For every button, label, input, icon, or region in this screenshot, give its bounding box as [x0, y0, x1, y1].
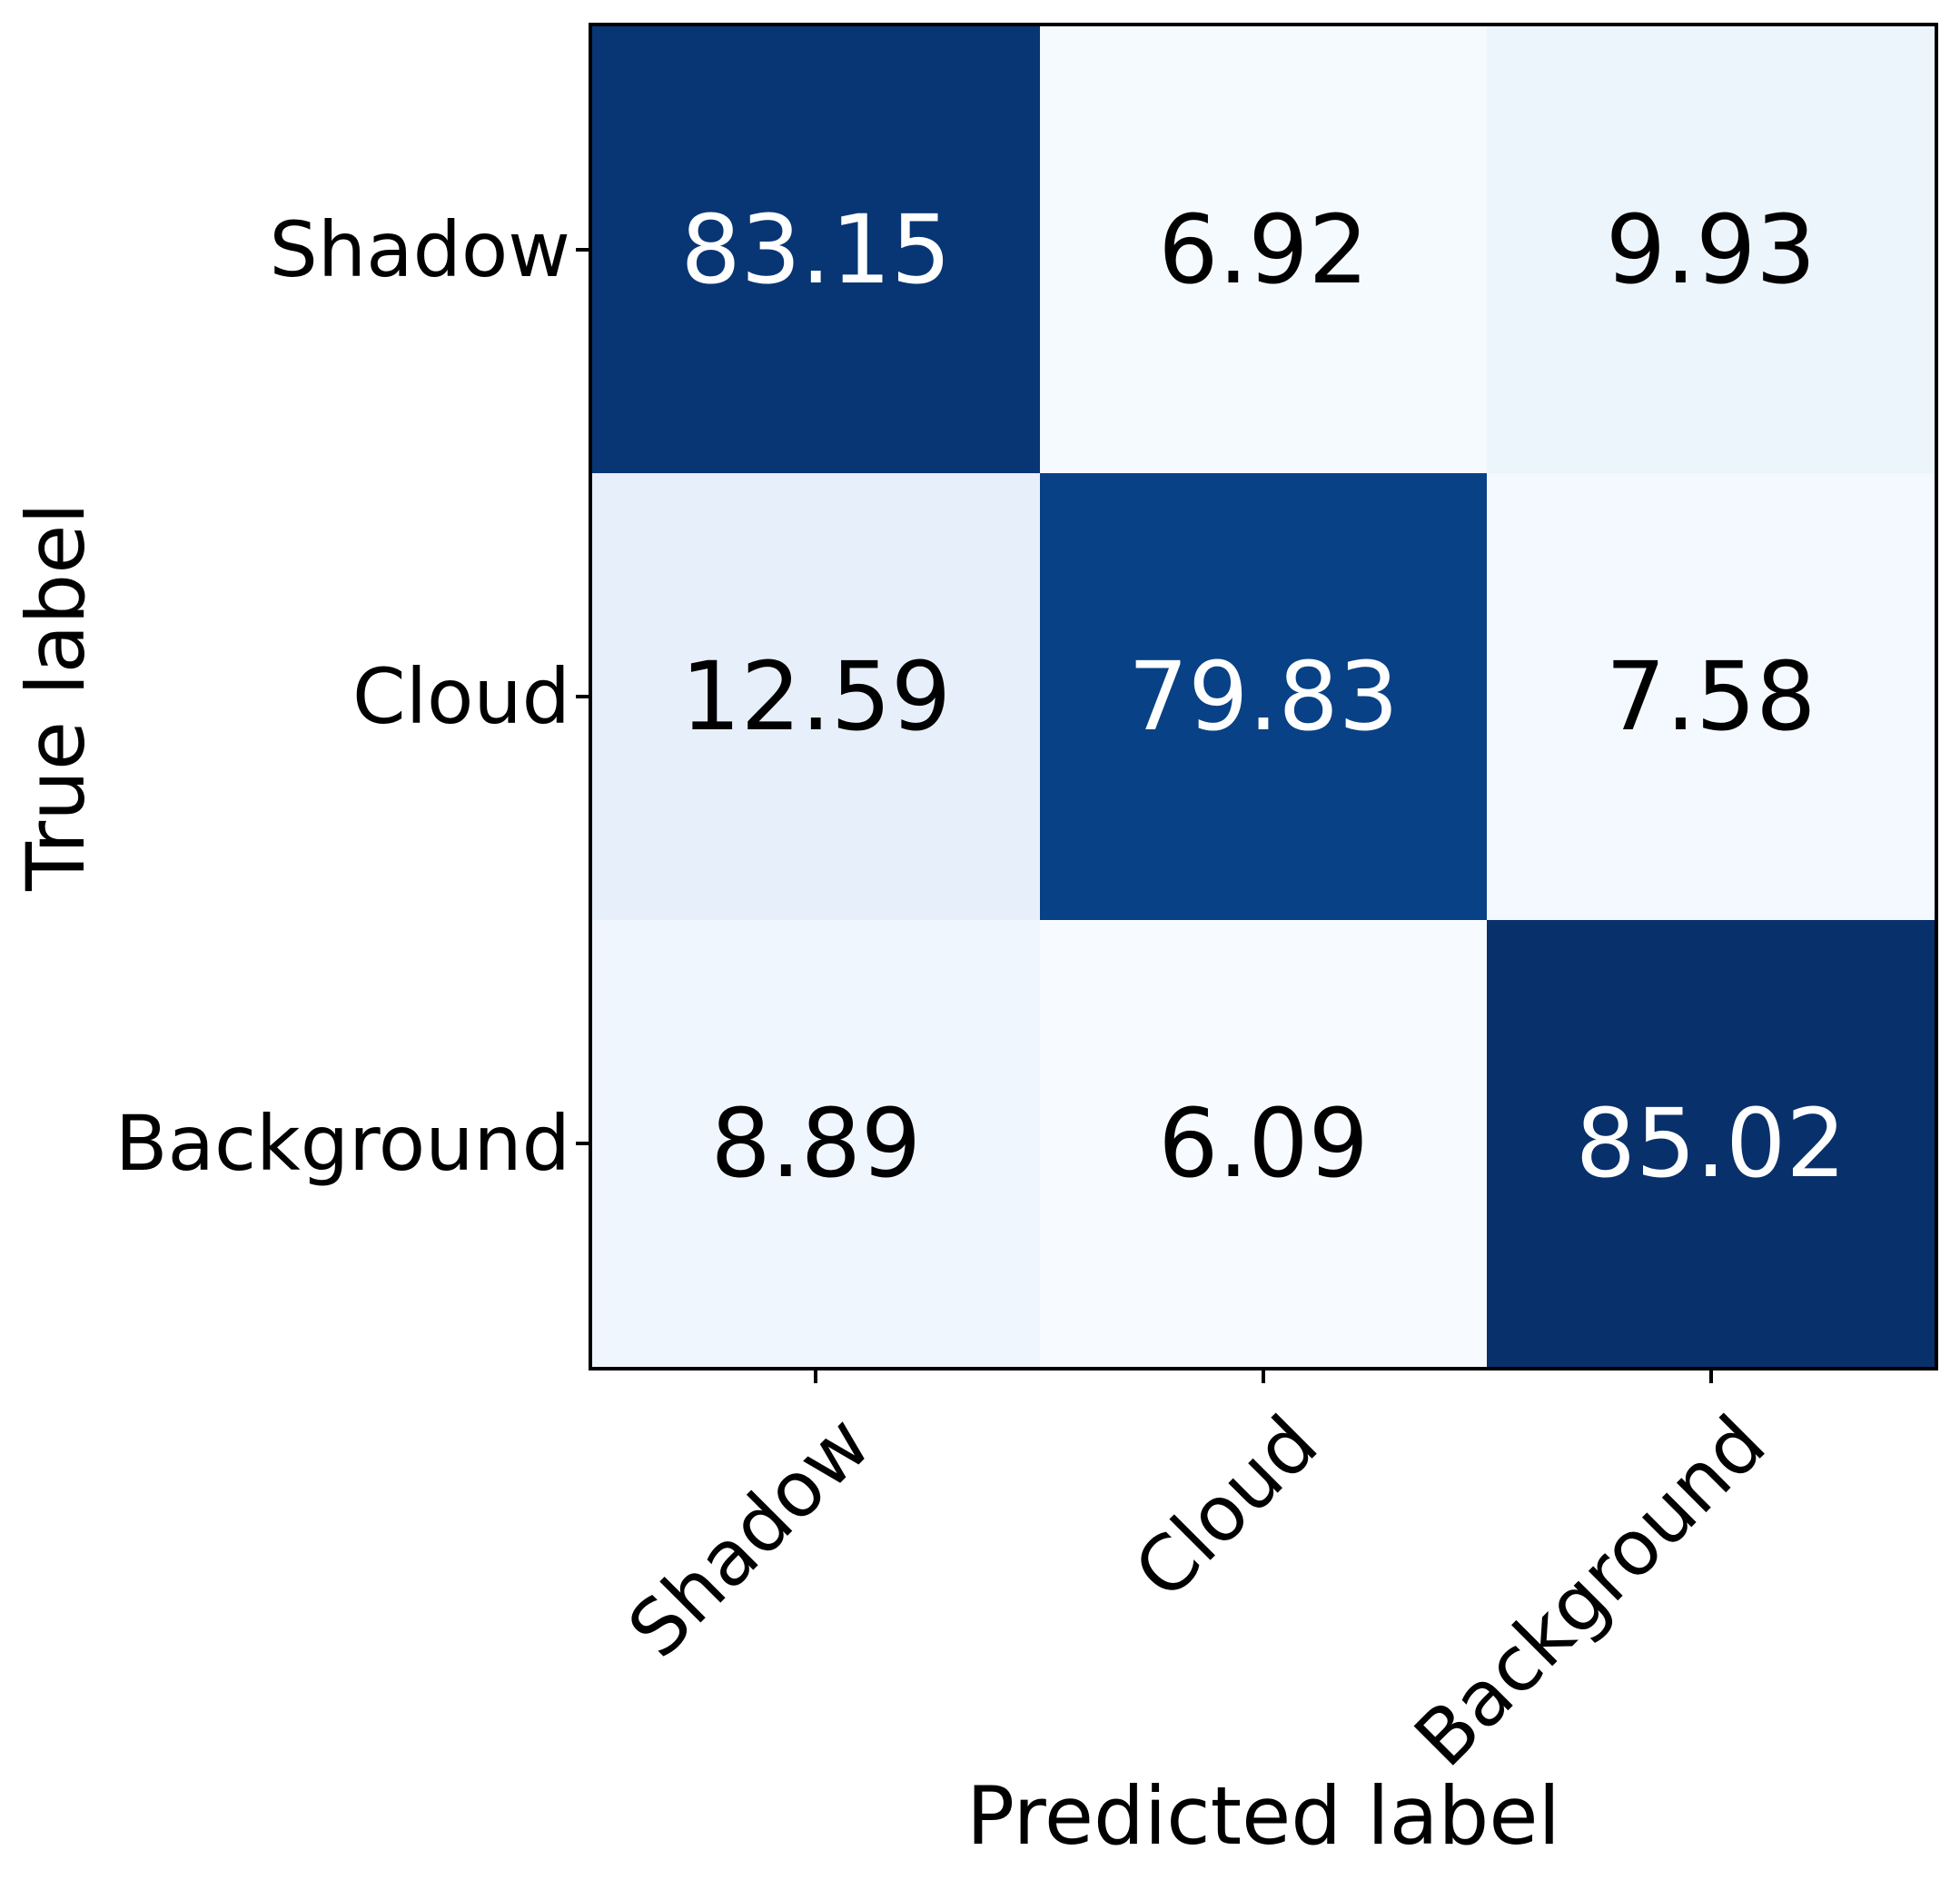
matrix-cell-r0c0: 83.15 — [592, 26, 1040, 473]
cell-value: 85.02 — [1576, 1096, 1846, 1191]
matrix-cell-r1c0: 12.59 — [592, 473, 1040, 920]
confusion-matrix-figure: 83.15 6.92 9.93 12.59 79.83 7.58 8.89 6.09 85.02… — [0, 0, 1960, 1880]
x-tick-label-shadow: Shadow — [616, 1403, 883, 1670]
y-tick-mark — [576, 1142, 589, 1145]
x-axis-title: Predicted label — [966, 1776, 1560, 1856]
cell-value: 79.83 — [1128, 649, 1399, 744]
cell-value: 7.58 — [1606, 649, 1816, 744]
matrix-cell-r1c1: 79.83 — [1040, 473, 1488, 920]
cell-value: 8.89 — [711, 1096, 922, 1191]
x-tick-label-background: Background — [1401, 1403, 1777, 1779]
matrix-cell-r0c2: 9.93 — [1487, 26, 1935, 473]
y-tick-label-background: Background — [0, 1105, 570, 1182]
x-tick-mark — [1709, 1370, 1713, 1383]
x-tick-mark — [814, 1370, 817, 1383]
matrix-cell-r2c2: 85.02 — [1487, 920, 1935, 1367]
x-tick-label-cloud: Cloud — [1122, 1403, 1330, 1611]
cell-value: 12.59 — [680, 649, 951, 744]
cell-value: 9.93 — [1606, 203, 1816, 297]
y-tick-label-shadow: Shadow — [0, 212, 570, 288]
matrix-cell-r2c1: 6.09 — [1040, 920, 1488, 1367]
matrix-cell-r1c2: 7.58 — [1487, 473, 1935, 920]
y-tick-mark — [576, 248, 589, 252]
matrix-cell-r2c0: 8.89 — [592, 920, 1040, 1367]
y-axis-title: True label — [16, 502, 96, 891]
cell-value: 6.92 — [1158, 203, 1369, 297]
matrix-cell-r0c1: 6.92 — [1040, 26, 1488, 473]
cell-value: 6.09 — [1158, 1096, 1369, 1191]
confusion-matrix: 83.15 6.92 9.93 12.59 79.83 7.58 8.89 6.09 85.02 — [589, 23, 1938, 1370]
y-tick-mark — [576, 695, 589, 698]
cell-value: 83.15 — [680, 203, 951, 297]
x-tick-mark — [1262, 1370, 1265, 1383]
